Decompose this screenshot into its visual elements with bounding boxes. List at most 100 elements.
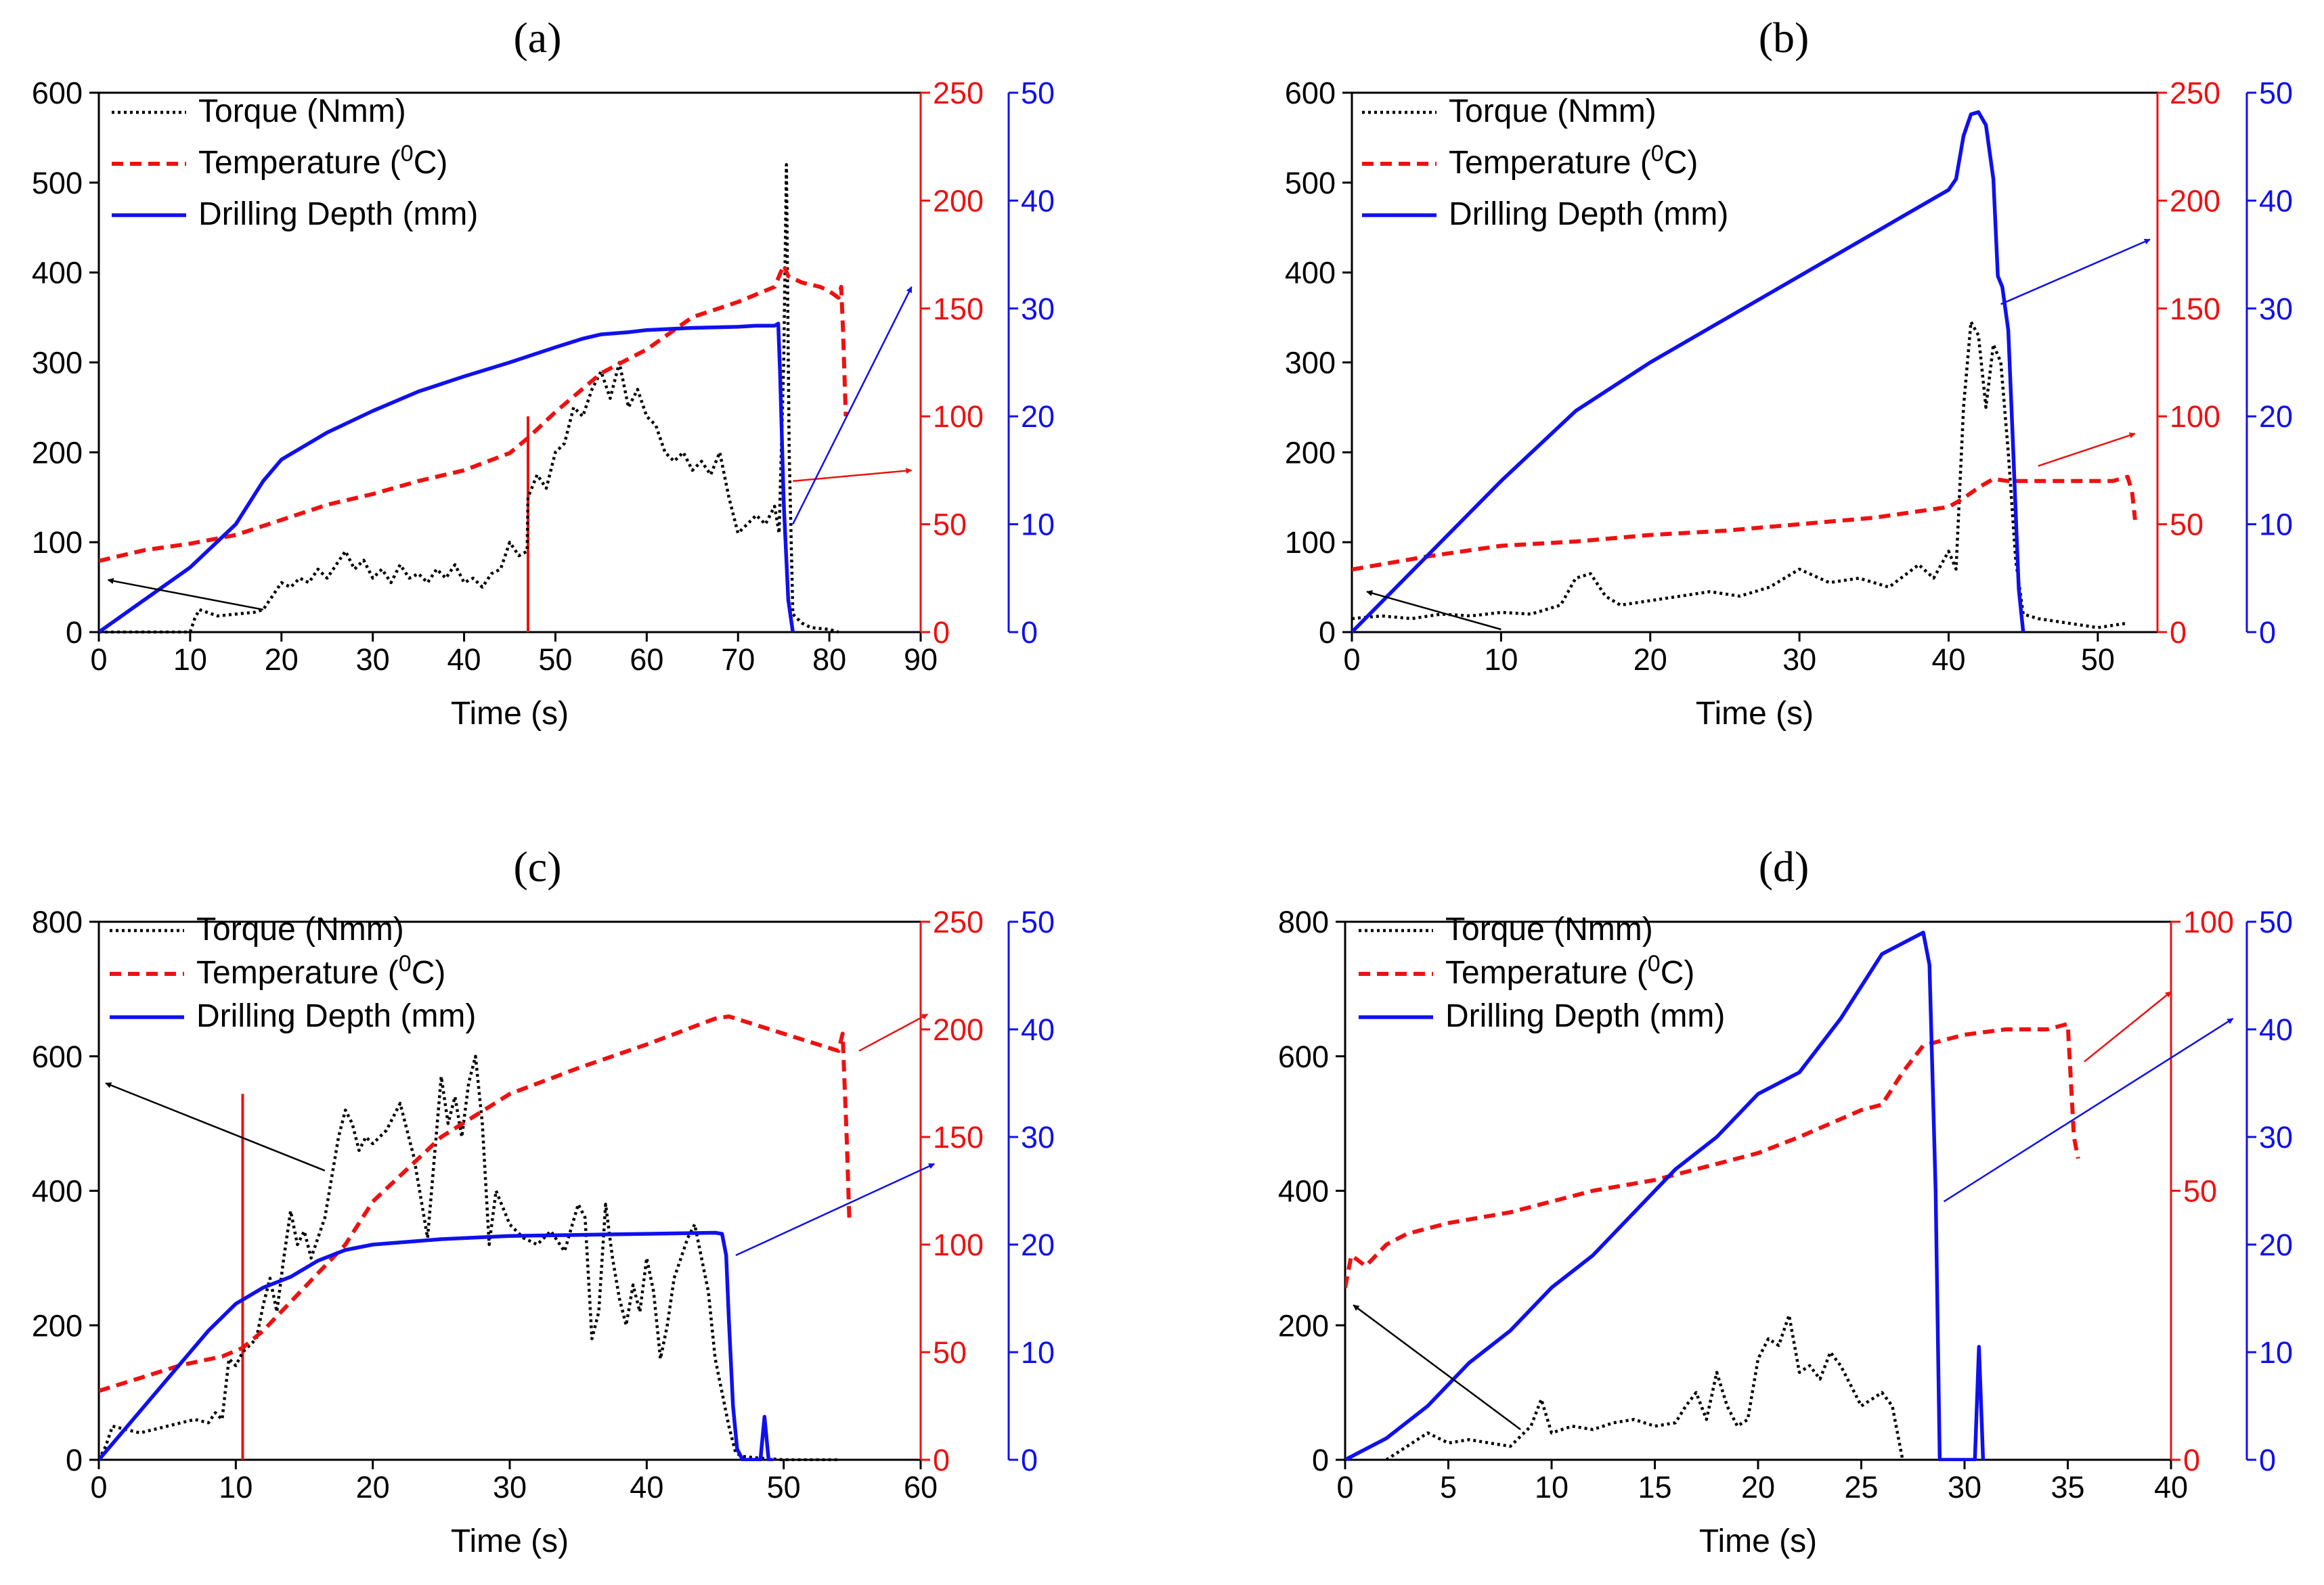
y-tick-label-temperature: 0 — [2183, 1443, 2200, 1477]
series-line-depth — [1345, 931, 1986, 1461]
x-tick-label: 40 — [447, 642, 481, 677]
x-tick-label: 10 — [1484, 642, 1518, 677]
legend-label-temperature: Temperature (0C) — [198, 141, 447, 181]
x-tick-label: 30 — [493, 1470, 527, 1504]
y-tick-label-temperature: 250 — [933, 76, 984, 110]
y-tick-label-torque: 200 — [32, 1308, 83, 1343]
x-tick-label: 40 — [1931, 642, 1965, 677]
x-tick-label: 35 — [2051, 1470, 2084, 1504]
y-tick-label-depth: 50 — [1021, 76, 1055, 110]
series-line-torque — [99, 163, 839, 633]
series-line-depth — [99, 321, 795, 633]
legend-label-torque: Torque (Nmm) — [198, 93, 406, 129]
y-tick-label-torque: 500 — [32, 166, 83, 200]
y-tick-label-depth: 10 — [2259, 508, 2293, 542]
x-tick-label: 40 — [2154, 1470, 2188, 1504]
annotation-arrow — [1943, 1018, 2234, 1203]
y-tick-label-torque: 600 — [32, 1040, 83, 1074]
y-tick-label-temperature: 50 — [2183, 1174, 2217, 1209]
x-tick-label: 20 — [356, 1470, 390, 1504]
x-axis-label: Time (s) — [451, 1523, 569, 1559]
y-tick-label-torque: 400 — [32, 256, 83, 290]
x-tick-label: 25 — [1844, 1470, 1878, 1504]
x-tick-label: 40 — [630, 1470, 663, 1504]
y-tick-label-torque: 300 — [32, 346, 83, 380]
x-tick-label: 20 — [265, 642, 299, 677]
y-tick-label-torque: 300 — [1285, 346, 1336, 380]
annotation-arrow — [792, 286, 913, 525]
y-tick-label-temperature: 0 — [933, 1443, 950, 1477]
y-tick-label-temperature: 100 — [933, 1228, 984, 1262]
y-tick-label-temperature: 50 — [933, 1335, 967, 1370]
y-tick-label-temperature: 100 — [2170, 399, 2220, 434]
panel-title: (a) — [513, 14, 561, 62]
y-tick-label-torque: 0 — [66, 615, 83, 650]
annotation-arrow — [1366, 590, 1501, 631]
y-tick-label-temperature: 0 — [2170, 615, 2187, 650]
series-line-torque — [1352, 320, 2128, 629]
y-tick-label-depth: 10 — [2259, 1335, 2293, 1370]
y-tick-label-torque: 200 — [32, 435, 83, 470]
annotation-arrow — [2084, 991, 2172, 1063]
y-tick-label-torque: 600 — [32, 76, 83, 110]
x-tick-label: 20 — [1741, 1470, 1775, 1504]
y-tick-label-torque: 0 — [1319, 615, 1336, 650]
y-tick-label-depth: 0 — [1021, 1443, 1038, 1477]
y-tick-label-depth: 40 — [1021, 1012, 1055, 1047]
y-tick-label-depth: 50 — [2259, 905, 2293, 939]
x-axis-label: Time (s) — [1696, 696, 1814, 732]
series-line-depth — [99, 1230, 773, 1461]
y-tick-label-torque: 400 — [1278, 1174, 1329, 1209]
series-line-temperature — [1352, 474, 2137, 572]
y-tick-label-torque: 800 — [32, 905, 83, 939]
y-tick-label-depth: 0 — [1021, 615, 1038, 650]
y-tick-label-temperature: 100 — [2183, 905, 2234, 939]
x-tick-label: 10 — [173, 642, 207, 677]
y-tick-label-temperature: 250 — [933, 905, 984, 939]
legend-label-depth: Drilling Depth (mm) — [1445, 998, 1725, 1034]
y-tick-label-torque: 600 — [1285, 76, 1336, 110]
y-tick-label-depth: 10 — [1021, 508, 1055, 542]
panel-title: (c) — [513, 843, 561, 891]
x-tick-label: 0 — [90, 642, 107, 677]
panel-title: (b) — [1759, 14, 1810, 62]
x-tick-label: 50 — [538, 642, 572, 677]
annotation-arrow — [1353, 1304, 1521, 1431]
y-tick-label-torque: 100 — [32, 525, 83, 560]
series-line-depth — [1352, 110, 2025, 633]
legend-label-temperature: Temperature (0C) — [196, 951, 445, 991]
y-tick-label-depth: 10 — [1021, 1335, 1055, 1370]
y-tick-label-depth: 30 — [1021, 1120, 1055, 1155]
x-tick-label: 90 — [904, 642, 938, 677]
annotation-arrow — [793, 468, 913, 483]
annotation-arrow — [735, 1163, 936, 1257]
legend-label-depth: Drilling Depth (mm) — [1449, 196, 1728, 232]
y-tick-label-torque: 400 — [32, 1174, 83, 1209]
annotation-arrow — [2038, 432, 2136, 467]
y-tick-label-torque: 200 — [1278, 1308, 1329, 1343]
x-axis-label: Time (s) — [451, 696, 569, 732]
y-tick-label-torque: 800 — [1278, 905, 1329, 939]
series-line-torque — [99, 1054, 839, 1461]
annotation-arrow — [2000, 238, 2151, 305]
y-tick-label-temperature: 50 — [933, 508, 967, 542]
x-tick-label: 50 — [767, 1470, 801, 1504]
y-tick-label-depth: 30 — [1021, 292, 1055, 326]
series-line-temperature — [99, 263, 848, 563]
y-tick-label-temperature: 150 — [933, 292, 984, 326]
x-tick-label: 30 — [1948, 1470, 1981, 1504]
y-tick-label-torque: 200 — [1285, 435, 1336, 470]
x-tick-label: 60 — [904, 1470, 938, 1504]
y-tick-label-depth: 50 — [1021, 905, 1055, 939]
y-tick-label-depth: 0 — [2259, 615, 2276, 650]
x-tick-label: 30 — [356, 642, 390, 677]
y-tick-label-temperature: 0 — [933, 615, 950, 650]
y-tick-label-temperature: 200 — [933, 183, 984, 218]
y-tick-label-torque: 400 — [1285, 256, 1336, 290]
series-line-temperature — [1345, 1022, 2080, 1289]
x-tick-label: 50 — [2081, 642, 2115, 677]
x-tick-label: 5 — [1440, 1470, 1457, 1504]
